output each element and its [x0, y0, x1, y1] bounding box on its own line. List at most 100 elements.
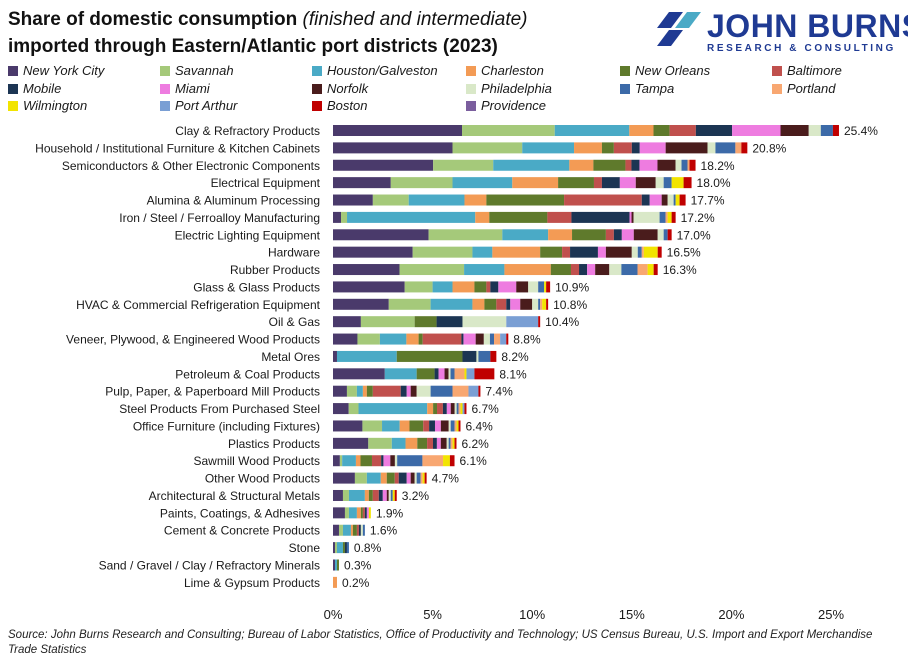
bar-segment-savannah — [348, 403, 359, 415]
category-label: Lime & Gypsum Products — [184, 576, 320, 590]
bar-segment-new-york-city — [333, 264, 400, 276]
bar-segment-portland — [454, 368, 465, 380]
bar-segment-wilmington — [671, 177, 684, 189]
category-label: Cement & Concrete Products — [164, 524, 320, 538]
bar-segment-new-orleans — [417, 437, 428, 449]
bar-total-label: 25.4% — [844, 124, 878, 138]
bar-segment-mobile — [641, 194, 650, 206]
bar-segment-boston — [653, 264, 658, 276]
legend-swatch — [160, 101, 170, 111]
bar-segment-houston-galveston — [348, 489, 365, 501]
category-label: Plastics Products — [228, 437, 320, 451]
legend-item-miami: Miami — [160, 80, 210, 97]
bar-segment-new-york-city — [333, 159, 434, 171]
bar-total-label: 10.4% — [545, 315, 579, 329]
bar-segment-boston — [546, 298, 549, 310]
bar-segment-philadelphia — [416, 385, 431, 397]
bar-segment-mobile — [461, 333, 464, 345]
bar-total-label: 10.9% — [555, 280, 589, 294]
bar-segment-wilmington — [422, 472, 425, 484]
bar-segment-philadelphia — [454, 403, 457, 415]
legend-item-norfolk: Norfolk — [312, 80, 368, 97]
bar-segment-new-orleans — [409, 420, 424, 432]
bar-segment-tampa — [681, 159, 688, 171]
category-label: Sawmill Wood Products — [194, 454, 321, 468]
legend-item-mobile: Mobile — [8, 80, 61, 97]
chart-title: Share of domestic consumption (finished … — [8, 6, 648, 60]
bar-segment-charleston — [355, 455, 361, 467]
legend-item-boston: Boston — [312, 97, 367, 114]
bar-segment-mobile — [364, 507, 367, 519]
bar-segment-miami — [629, 211, 632, 223]
bar-segment-mobile — [381, 455, 384, 467]
bar-segment-new-orleans — [418, 333, 423, 345]
bar-segment-new-orleans — [489, 211, 548, 223]
bar-segment-savannah — [462, 125, 555, 136]
bar-segment-miami — [619, 177, 636, 189]
category-label: Metal Ores — [261, 350, 320, 364]
legend-label: Norfolk — [327, 80, 369, 96]
bar-segment-new-york-city — [333, 437, 369, 449]
bar-segment-new-orleans — [416, 368, 435, 380]
legend-label: Providence — [481, 98, 547, 113]
bar-segment-wilmington — [460, 403, 463, 415]
bar-segment-new-orleans — [540, 246, 563, 258]
bar-segment-baltimore — [423, 420, 430, 432]
bar-segment-tampa — [416, 472, 421, 484]
bar-segment-miami — [382, 489, 387, 501]
bar-segment-houston-galveston — [348, 507, 357, 519]
bar-segment-savannah — [390, 177, 453, 189]
bar-segment-savannah — [344, 507, 349, 519]
bar-segment-miami — [406, 385, 411, 397]
title-part1: Share of domestic consumption — [8, 9, 303, 30]
bar-segment-baltimore — [372, 385, 401, 397]
bar-segment-wilmington — [464, 368, 467, 380]
bar-segment-tampa — [346, 542, 349, 554]
bar-segment-new-york-city — [333, 385, 347, 397]
bar-total-label: 3.2% — [402, 489, 430, 503]
bar-segment-baltimore — [496, 298, 507, 310]
bar-segment-miami — [639, 142, 666, 154]
bar-segment-norfolk — [440, 437, 447, 449]
bar-segment-miami — [510, 298, 521, 310]
bar-segment-boston — [546, 281, 551, 293]
bar-segment-houston-galveston — [347, 211, 476, 223]
bar-segment-wilmington — [544, 281, 547, 293]
bar-segment-mobile — [579, 264, 588, 276]
bar-segment-tampa — [715, 142, 736, 154]
bar-segment-miami — [587, 264, 596, 276]
category-label: Oil & Gas — [269, 315, 320, 329]
bar-segment-charleston — [548, 229, 573, 241]
bar-segment-port-arthur — [462, 403, 465, 415]
bar-segment-philadelphia — [657, 229, 664, 241]
bar-segment-savannah — [433, 159, 494, 171]
bar-segment-norfolk — [475, 333, 484, 345]
bar-segment-new-york-city — [333, 281, 405, 293]
bar-segment-miami — [498, 281, 517, 293]
bar-segment-port-arthur — [468, 385, 479, 397]
bar-segment-norfolk — [635, 177, 656, 189]
bar-segment-savannah — [399, 264, 465, 276]
bar-segment-charleston — [464, 194, 487, 206]
bar-segment-baltimore — [372, 489, 379, 501]
bar-segment-savannah — [412, 246, 473, 258]
bar-segment-tampa — [397, 455, 423, 467]
bar-segment-boston — [454, 437, 457, 449]
bar-segment-new-york-city — [333, 403, 349, 415]
bar-segment-baltimore — [371, 455, 382, 467]
bar-segment-mobile — [490, 281, 499, 293]
legend-label: New York City — [23, 63, 105, 78]
bar-segment-new-orleans — [433, 403, 438, 415]
bar-segment-new-orleans — [550, 264, 571, 276]
bar-segment-houston-galveston — [334, 559, 337, 571]
bar-segment-wilmington — [452, 437, 455, 449]
legend-label: Houston/Galveston — [327, 63, 438, 78]
bar-segment-charleston — [399, 420, 410, 432]
bar-total-label: 6.7% — [471, 402, 499, 416]
legend-label: Boston — [327, 98, 368, 113]
bar-segment-portland — [665, 211, 668, 223]
bar-segment-philadelphia — [655, 177, 664, 189]
category-label: Iron / Steel / Ferroalloy Manufacturing — [119, 211, 320, 225]
legend-label: Baltimore — [787, 63, 842, 78]
legend-item-houston-galveston: Houston/Galveston — [312, 62, 438, 79]
